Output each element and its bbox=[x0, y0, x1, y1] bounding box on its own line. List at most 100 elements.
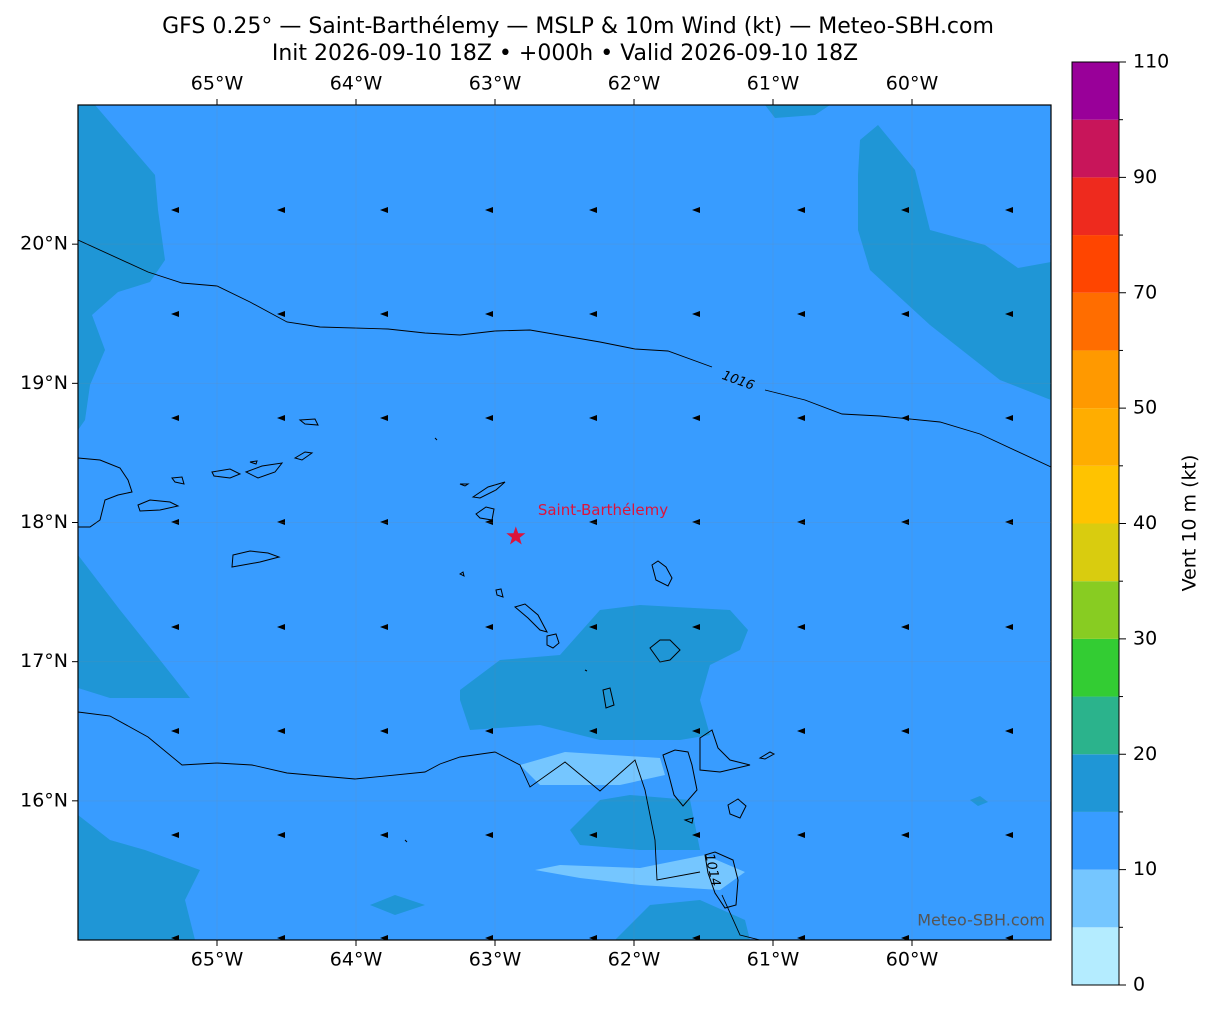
wind-barb bbox=[901, 832, 909, 838]
wind-barb bbox=[277, 519, 285, 525]
wind-barb bbox=[901, 519, 909, 525]
wind-barb bbox=[692, 415, 700, 421]
wind-barb bbox=[1005, 519, 1013, 525]
colorbar-swatch bbox=[1072, 811, 1119, 870]
subtitle: Init 2026-09-10 18Z • +000h • Valid 2026… bbox=[272, 41, 858, 66]
wind-fill bbox=[970, 796, 988, 806]
colorbar-tick-label: 0 bbox=[1133, 974, 1145, 996]
colorbar-tick-label: 90 bbox=[1133, 166, 1157, 188]
title: GFS 0.25° — Saint-Barthélemy — MSLP & 10… bbox=[162, 14, 994, 39]
isobar bbox=[78, 239, 1051, 468]
wind-barb bbox=[692, 311, 700, 317]
wind-barb bbox=[589, 832, 597, 838]
wind-barb bbox=[901, 624, 909, 630]
x-tick-label: 64°W bbox=[330, 949, 383, 971]
location-marker bbox=[506, 526, 526, 545]
wind-barbs bbox=[171, 207, 1013, 940]
wind-barb bbox=[485, 519, 493, 525]
wind-barb bbox=[171, 832, 179, 838]
wind-barb bbox=[1005, 415, 1013, 421]
wind-fill bbox=[78, 815, 200, 940]
wind-barb bbox=[692, 832, 700, 838]
wind-barb bbox=[692, 935, 700, 940]
wind-fill bbox=[615, 900, 750, 940]
wind-barb bbox=[171, 207, 179, 213]
wind-barb bbox=[797, 935, 805, 940]
wind-barb bbox=[1005, 935, 1013, 940]
colorbar-swatch bbox=[1072, 292, 1119, 351]
wind-barb bbox=[485, 311, 493, 317]
colorbar-tick-label: 20 bbox=[1133, 743, 1157, 765]
wind-barb bbox=[485, 415, 493, 421]
wind-fill bbox=[460, 605, 748, 740]
wind-barb bbox=[171, 311, 179, 317]
x-tick-label: 61°W bbox=[747, 73, 800, 95]
colorbar-tick-label: 50 bbox=[1133, 397, 1157, 419]
wind-barb bbox=[1005, 624, 1013, 630]
wind-fill bbox=[765, 105, 830, 118]
coastlines bbox=[78, 418, 776, 909]
wind-fill bbox=[370, 895, 425, 915]
map-area: 1016 1014 bbox=[78, 105, 1051, 940]
wind-barb bbox=[277, 415, 285, 421]
wind-barb bbox=[380, 311, 388, 317]
y-tick-label: 16°N bbox=[20, 789, 68, 811]
wind-barb bbox=[589, 519, 597, 525]
wind-fill bbox=[520, 752, 665, 785]
wind-barb bbox=[797, 624, 805, 630]
wind-barb bbox=[485, 624, 493, 630]
watermark: Meteo-SBH.com bbox=[917, 911, 1045, 930]
wind-barb bbox=[171, 935, 179, 940]
wind-barb bbox=[1005, 311, 1013, 317]
wind-barb bbox=[797, 832, 805, 838]
colorbar-tick-label: 70 bbox=[1133, 281, 1157, 303]
wind-fill bbox=[858, 125, 1051, 400]
colorbar-label: Vent 10 m (kt) bbox=[1179, 455, 1201, 592]
wind-barb bbox=[485, 935, 493, 940]
wind-barb bbox=[277, 728, 285, 734]
y-tick-label: 18°N bbox=[20, 511, 68, 533]
wind-barb bbox=[797, 519, 805, 525]
colorbar-swatch bbox=[1072, 62, 1119, 120]
wind-barb bbox=[901, 728, 909, 734]
wind-barb bbox=[589, 207, 597, 213]
isobar-label: 1014 bbox=[701, 852, 723, 887]
wind-barb bbox=[277, 832, 285, 838]
location-label: Saint-Barthélemy bbox=[538, 501, 668, 519]
wind-barb bbox=[380, 207, 388, 213]
colorbar-swatch bbox=[1072, 408, 1119, 466]
x-tick-label: 60°W bbox=[886, 73, 939, 95]
colorbar-swatch bbox=[1072, 581, 1119, 639]
wind-barb bbox=[171, 415, 179, 421]
wind-fill bbox=[535, 855, 745, 890]
wind-barb bbox=[485, 832, 493, 838]
colorbar-swatch bbox=[1072, 754, 1119, 812]
x-tick-label: 61°W bbox=[747, 949, 800, 971]
y-tick-label: 17°N bbox=[20, 650, 68, 672]
y-tick-label: 20°N bbox=[20, 233, 68, 255]
colorbar-swatch bbox=[1072, 927, 1119, 985]
wind-barb bbox=[277, 624, 285, 630]
y-tick-label: 19°N bbox=[20, 372, 68, 394]
wind-barb bbox=[380, 935, 388, 940]
x-tick-label: 63°W bbox=[469, 73, 522, 95]
colorbar-swatch bbox=[1072, 869, 1119, 928]
colorbar-swatch bbox=[1072, 638, 1119, 697]
wind-barb bbox=[797, 728, 805, 734]
wind-barb bbox=[1005, 207, 1013, 213]
colorbar-tick-label: 30 bbox=[1133, 627, 1157, 649]
wind-barb bbox=[797, 415, 805, 421]
wind-barb bbox=[277, 311, 285, 317]
wind-barb bbox=[380, 624, 388, 630]
wind-barb bbox=[277, 935, 285, 940]
wind-barb bbox=[692, 728, 700, 734]
x-tick-label: 60°W bbox=[886, 949, 939, 971]
wind-fill bbox=[78, 555, 190, 698]
wind-fill bbox=[78, 105, 165, 430]
wind-barb bbox=[485, 207, 493, 213]
colorbar-swatch bbox=[1072, 523, 1119, 582]
colorbar-swatch bbox=[1072, 465, 1119, 524]
isobar bbox=[78, 711, 761, 940]
wind-barb bbox=[589, 415, 597, 421]
